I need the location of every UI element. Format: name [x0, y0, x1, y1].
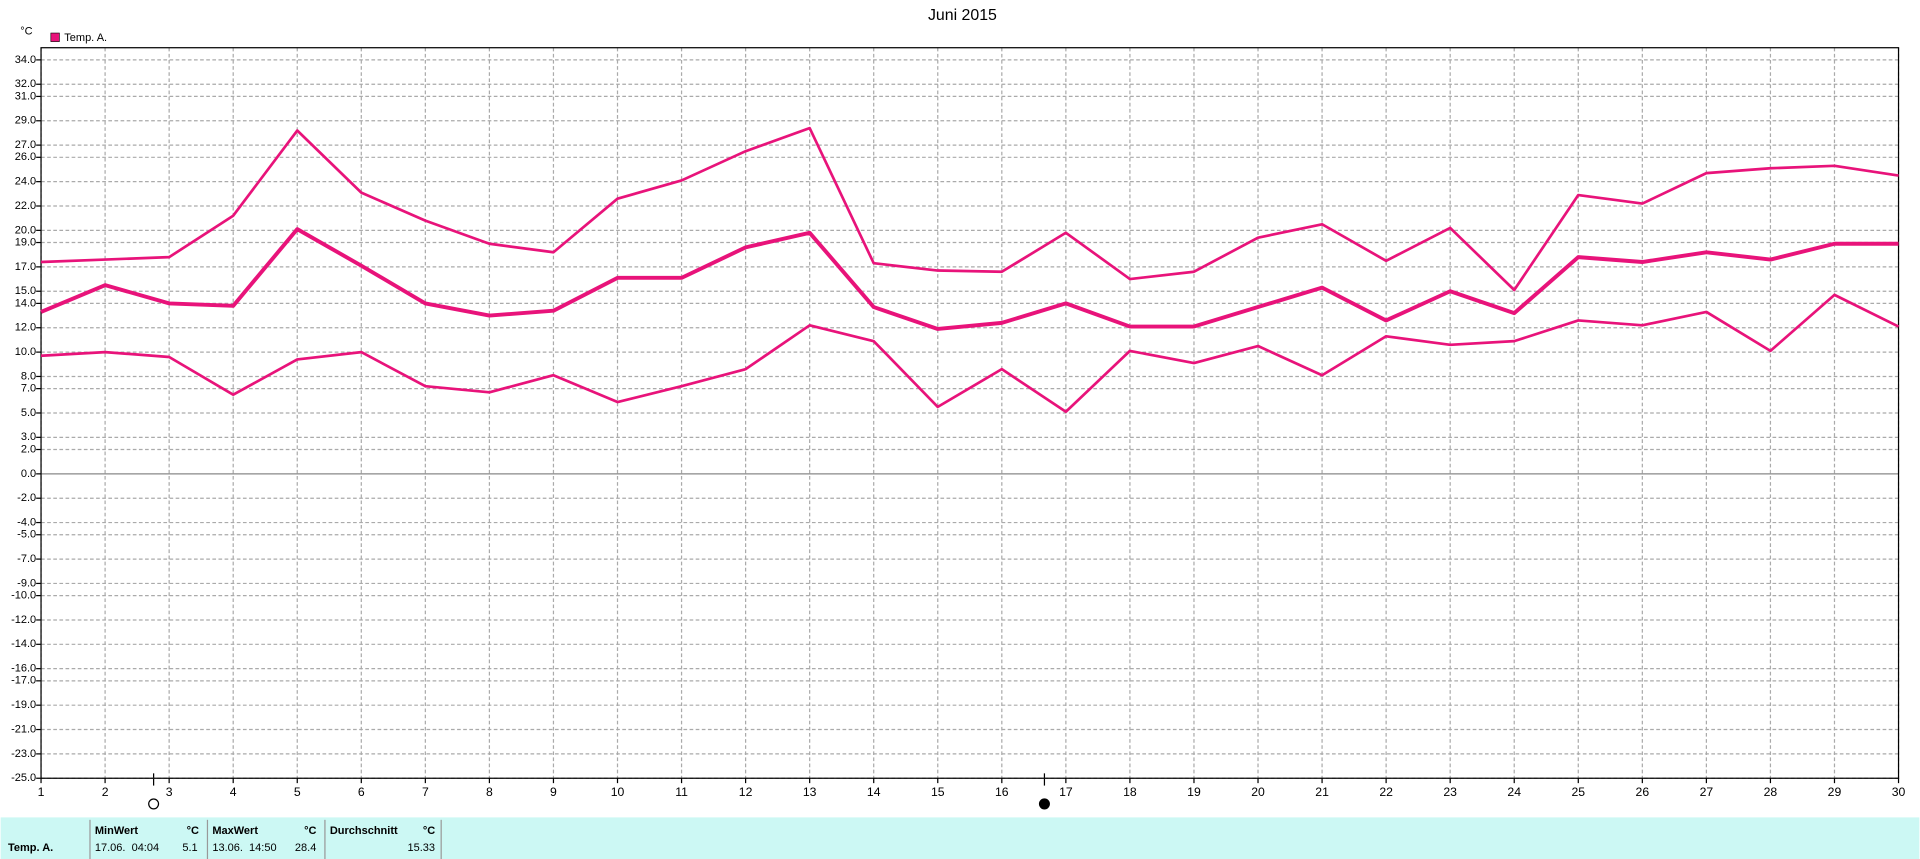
x-tick-label: 24: [1507, 785, 1521, 799]
y-tick-label: -9.0: [17, 577, 36, 589]
table-cell: 5.1: [182, 842, 197, 854]
y-tick-label: 14.0: [15, 297, 36, 309]
legend-label: Temp. A.: [64, 32, 107, 44]
y-tick-label: -12.0: [11, 614, 36, 626]
y-unit: °C: [20, 26, 32, 38]
x-tick-label: 4: [230, 785, 237, 799]
y-tick-label: -7.0: [17, 553, 36, 565]
x-tick-label: 6: [358, 785, 365, 799]
y-tick-label: 2.0: [21, 443, 36, 455]
y-tick-label: 19.0: [15, 236, 36, 248]
x-tick-label: 19: [1187, 785, 1201, 799]
table-cell: 17.06. 04:04: [95, 842, 159, 854]
y-tick-label: -16.0: [11, 663, 36, 675]
x-tick-label: 23: [1443, 785, 1457, 799]
y-tick-label: 27.0: [15, 139, 36, 151]
y-tick-label: -4.0: [17, 516, 36, 528]
x-tick-label: 15: [931, 785, 945, 799]
y-tick-label: 34.0: [15, 54, 36, 66]
x-tick-label: 26: [1636, 785, 1650, 799]
y-tick-label: -14.0: [11, 638, 36, 650]
x-tick-label: 20: [1251, 785, 1265, 799]
y-tick-label: 26.0: [15, 151, 36, 163]
y-tick-label: -2.0: [17, 492, 36, 504]
x-tick-label: 2: [102, 785, 109, 799]
y-tick-label: 31.0: [15, 90, 36, 102]
x-tick-label: 17: [1059, 785, 1073, 799]
table-cell: 15.33: [408, 842, 436, 854]
y-tick-label: -25.0: [11, 772, 36, 784]
y-tick-label: -19.0: [11, 699, 36, 711]
x-tick-label: 7: [422, 785, 429, 799]
table-header: Durchschnitt: [330, 825, 398, 837]
y-tick-label: -17.0: [11, 675, 36, 687]
x-tick-label: 10: [611, 785, 625, 799]
y-tick-label: 5.0: [21, 407, 36, 419]
table-header: MaxWert: [212, 825, 258, 837]
x-tick-label: 21: [1315, 785, 1329, 799]
chart-title: Juni 2015: [928, 7, 997, 24]
y-tick-label: -10.0: [11, 590, 36, 602]
x-tick-label: 30: [1892, 785, 1906, 799]
x-tick-label: 27: [1700, 785, 1714, 799]
y-tick-label: 29.0: [15, 115, 36, 127]
y-tick-label: -21.0: [11, 723, 36, 735]
x-tick-label: 25: [1571, 785, 1585, 799]
x-tick-label: 5: [294, 785, 301, 799]
table-header: °C: [187, 825, 199, 837]
series-line: [40, 126, 1899, 292]
legend-swatch: [50, 32, 60, 42]
series-line: [40, 227, 1899, 331]
y-tick-label: 12.0: [15, 322, 36, 334]
table-background: [0, 817, 1920, 859]
y-tick-label: -5.0: [17, 529, 36, 541]
y-tick-label: 10.0: [15, 346, 36, 358]
x-tick-label: 18: [1123, 785, 1137, 799]
y-tick-label: 17.0: [15, 261, 36, 273]
y-tick-label: 20.0: [15, 224, 36, 236]
y-tick-label: 24.0: [15, 176, 36, 188]
day-markers: [148, 773, 1050, 810]
table-header: °C: [304, 825, 316, 837]
x-tick-label: 3: [166, 785, 173, 799]
table-cell: 28.4: [295, 842, 316, 854]
x-tick-label: 8: [486, 785, 493, 799]
x-tick-label: 14: [867, 785, 881, 799]
series-line: [40, 293, 1900, 414]
x-tick-label: 12: [739, 785, 753, 799]
x-tick-label: 1: [38, 785, 45, 799]
table-cell: Temp. A.: [8, 842, 53, 854]
x-tick-label: 29: [1828, 785, 1842, 799]
x-tick-label: 13: [803, 785, 817, 799]
y-tick-label: 8.0: [21, 370, 36, 382]
table-header: °C: [423, 825, 435, 837]
table-separators: [89, 819, 442, 859]
y-tick-label: -23.0: [11, 748, 36, 760]
x-tick-label: 9: [550, 785, 557, 799]
table-header: MinWert: [95, 825, 139, 837]
y-tick-label: 7.0: [21, 383, 36, 395]
y-tick-label: 22.0: [15, 200, 36, 212]
x-tick-label: 28: [1764, 785, 1778, 799]
x-tick-label: 11: [675, 785, 688, 799]
x-tick-label: 16: [995, 785, 1009, 799]
x-tick-label: 22: [1379, 785, 1393, 799]
y-tick-label: 3.0: [21, 431, 36, 443]
y-tick-label: 0.0: [21, 468, 36, 480]
plot-frame: [40, 47, 1900, 779]
table-cell: 13.06. 14:50: [212, 842, 276, 854]
y-tick-label: 15.0: [15, 285, 36, 297]
y-tick-label: 32.0: [15, 78, 36, 90]
